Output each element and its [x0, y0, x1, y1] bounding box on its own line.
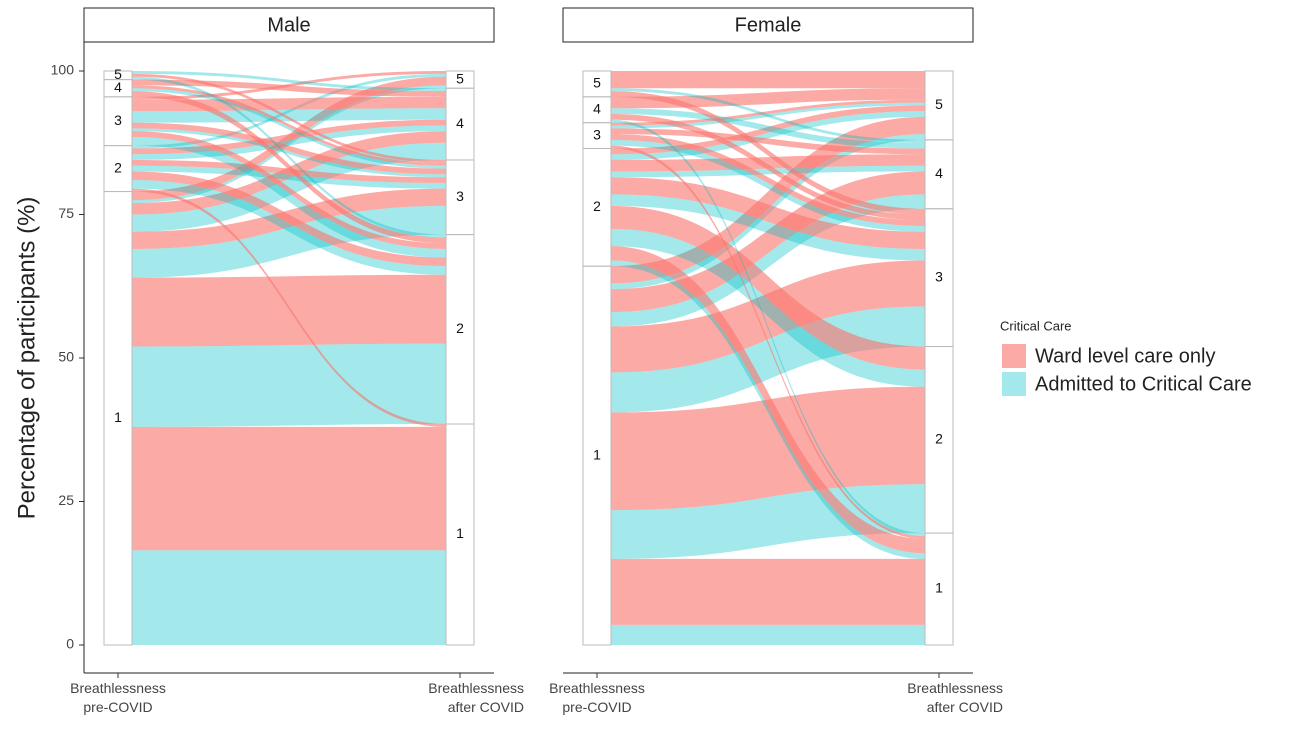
flow — [132, 91, 446, 244]
y-tick-label: 50 — [58, 349, 74, 365]
facet-strip — [562, 7, 974, 43]
flow — [611, 114, 925, 221]
flow — [611, 260, 925, 373]
flow — [132, 426, 446, 551]
y-axis-title: Percentage of participants (%) — [13, 197, 40, 520]
flow — [132, 274, 446, 347]
flow — [132, 171, 446, 267]
flow — [611, 246, 925, 554]
flow — [611, 558, 925, 625]
flow — [611, 386, 925, 511]
flow — [611, 154, 925, 172]
x-tick-label: Breathlessness pre-COVID — [70, 680, 166, 715]
flow — [132, 137, 446, 258]
facet-strip — [83, 7, 495, 43]
flow — [132, 159, 446, 183]
stratum-label: 4 — [114, 79, 122, 95]
stratum-label: 3 — [935, 268, 943, 284]
flow — [611, 165, 925, 178]
flow — [132, 73, 446, 163]
facet-title: Male — [267, 14, 310, 36]
stratum-label: 5 — [114, 66, 122, 82]
flow — [132, 128, 446, 178]
flow — [611, 88, 925, 143]
flow — [611, 108, 925, 149]
stratum-label: 5 — [456, 70, 464, 86]
flow — [132, 122, 446, 175]
flow — [611, 134, 925, 226]
flow — [611, 205, 925, 370]
stratum-label: 2 — [593, 198, 601, 214]
flow — [611, 624, 925, 645]
flow — [611, 194, 925, 327]
x-tick-label: Breathlessness after COVID — [428, 680, 524, 715]
stratum-label: 2 — [456, 320, 464, 336]
y-tick-label: 25 — [58, 492, 74, 508]
flow — [611, 145, 925, 539]
stratum — [924, 70, 954, 141]
flow — [611, 111, 925, 160]
flow — [132, 79, 446, 425]
facet-title: Female — [735, 14, 802, 36]
flow — [611, 99, 925, 126]
flow — [611, 91, 925, 215]
stratum — [103, 70, 133, 81]
flow — [611, 119, 925, 536]
stratum-label: 3 — [456, 188, 464, 204]
stratum-label: 1 — [935, 580, 943, 596]
flow — [132, 131, 446, 249]
flow — [611, 71, 925, 89]
stratum-label: 1 — [593, 446, 601, 462]
flow — [611, 105, 925, 155]
flow — [611, 228, 925, 387]
legend-label: Admitted to Critical Care — [1035, 373, 1252, 395]
flow — [132, 188, 446, 427]
stratum-label: 4 — [935, 165, 943, 181]
stratum — [445, 70, 475, 89]
flow — [611, 88, 925, 109]
stratum — [582, 70, 612, 98]
flow — [132, 343, 446, 427]
stratum-label: 3 — [593, 126, 601, 142]
stratum-label: 4 — [456, 115, 464, 131]
flow — [132, 85, 446, 204]
stratum-label: 2 — [935, 430, 943, 446]
stratum-label: 3 — [114, 112, 122, 128]
stratum-label: 4 — [593, 100, 601, 116]
flow — [611, 260, 925, 559]
legend-key — [1002, 372, 1026, 396]
flow — [132, 180, 446, 275]
stratum-label: 5 — [935, 96, 943, 112]
stratum-label: 1 — [114, 409, 122, 425]
flow — [132, 550, 446, 645]
flow — [611, 177, 925, 249]
y-tick-label: 100 — [51, 62, 75, 78]
legend-title: Critical Care — [1000, 318, 1072, 333]
y-tick-label: 75 — [58, 205, 74, 221]
flow — [132, 73, 446, 149]
flow — [611, 119, 925, 347]
flow — [132, 88, 446, 169]
x-tick-label: Breathlessness pre-COVID — [549, 680, 645, 715]
stratum-label: 5 — [593, 75, 601, 91]
flow — [611, 139, 925, 232]
flow — [611, 116, 925, 284]
flow — [611, 102, 925, 129]
flow — [132, 76, 446, 238]
flow — [132, 85, 446, 166]
flow — [611, 484, 925, 559]
flow — [132, 165, 446, 189]
flow — [132, 125, 446, 160]
legend-label: Ward level care only — [1035, 345, 1215, 367]
flow — [611, 194, 925, 261]
flow — [132, 71, 446, 92]
legend-key — [1002, 344, 1026, 368]
flow — [611, 96, 925, 534]
flow — [611, 128, 925, 155]
x-tick-label: Breathlessness after COVID — [907, 680, 1003, 715]
stratum-label: 1 — [456, 525, 464, 541]
y-tick-label: 0 — [66, 636, 74, 652]
stratum-label: 2 — [114, 159, 122, 175]
